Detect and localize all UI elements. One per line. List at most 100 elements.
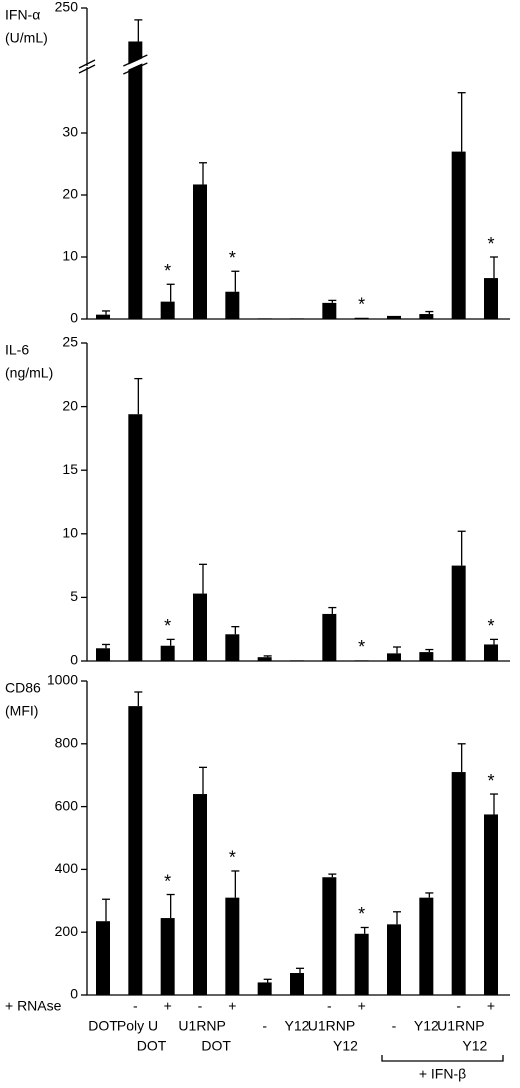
- y-tick-label: 250: [55, 0, 79, 15]
- bar: [96, 921, 110, 995]
- rnase-sign: -: [198, 998, 203, 1014]
- y-tick-label: 5: [70, 588, 78, 604]
- bar: [387, 653, 401, 661]
- y-axis-label: (ng/mL): [5, 365, 53, 381]
- bar: [225, 634, 240, 661]
- treatment-bracket: [381, 1055, 504, 1062]
- rnase-sign: +: [228, 998, 236, 1014]
- y-tick-label: 0: [70, 986, 78, 1002]
- y-axis-label: (MFI): [5, 703, 38, 719]
- significance-marker: *: [164, 616, 171, 636]
- y-tick-label: 400: [55, 860, 79, 876]
- significance-marker: *: [358, 904, 365, 924]
- bar: [128, 414, 143, 661]
- treatment-label: + IFN-β: [419, 1066, 466, 1082]
- bar: [451, 565, 466, 661]
- stimulus-label: -: [392, 1018, 397, 1034]
- rnase-sign: +: [164, 998, 172, 1014]
- bar: [290, 318, 304, 319]
- rnase-sign: -: [456, 998, 461, 1014]
- carrier-label: DOT: [201, 1038, 231, 1054]
- significance-marker: *: [164, 261, 171, 281]
- y-tick-label: 600: [55, 797, 79, 813]
- bar: [160, 645, 175, 661]
- y-tick-label: 10: [62, 248, 78, 264]
- y-tick-label: 1000: [47, 672, 78, 688]
- bar: [257, 982, 272, 995]
- significance-marker: *: [358, 637, 365, 657]
- stimulus-label: U1RNP: [437, 1018, 484, 1034]
- stimulus-label: -: [262, 1018, 267, 1034]
- bar: [354, 317, 369, 319]
- significance-marker: *: [358, 295, 365, 315]
- bar: [451, 772, 466, 995]
- carrier-label: DOT: [137, 1038, 167, 1054]
- rnase-sign: +: [487, 998, 495, 1014]
- y-tick-label: 0: [70, 652, 78, 668]
- y-tick-label: 25: [62, 334, 78, 350]
- significance-marker: *: [487, 616, 494, 636]
- rnase-sign: +: [358, 998, 366, 1014]
- bar: [160, 301, 175, 319]
- bar: [257, 657, 272, 661]
- significance-marker: *: [229, 848, 236, 868]
- bar: [193, 184, 207, 319]
- bar: [419, 897, 434, 995]
- bar: [354, 933, 369, 995]
- stimulus-label: Poly U: [117, 1018, 158, 1034]
- significance-marker: *: [229, 248, 236, 268]
- stimulus-label: Y12: [414, 1018, 439, 1034]
- bar: [484, 814, 498, 995]
- y-tick-label: 200: [55, 923, 79, 939]
- y-tick-label: 800: [55, 735, 79, 751]
- bar: [322, 877, 337, 995]
- bar: [193, 593, 207, 661]
- bar: [290, 973, 304, 995]
- significance-marker: *: [487, 771, 494, 791]
- y-axis-label: (U/mL): [5, 30, 48, 46]
- y-tick-label: 20: [62, 186, 78, 202]
- y-tick-label: 20: [62, 397, 78, 413]
- axis-break: [78, 64, 96, 74]
- bar: [484, 278, 498, 319]
- bar: [354, 660, 369, 661]
- bar: [96, 314, 110, 319]
- significance-marker: *: [164, 871, 171, 891]
- stimulus-label: U1RNP: [308, 1018, 355, 1034]
- bar: [290, 660, 304, 661]
- axis-break: [78, 59, 96, 69]
- y-axis-label: IFN-α: [5, 7, 40, 23]
- rnase-sign: -: [327, 998, 332, 1014]
- bar: [96, 648, 110, 661]
- bar: [128, 706, 143, 995]
- bar: [387, 924, 401, 995]
- bar: [160, 918, 175, 995]
- bar: [225, 897, 240, 995]
- axis-break: [123, 62, 148, 75]
- rnase-sign: -: [133, 998, 138, 1014]
- bar: [193, 794, 207, 995]
- carrier-label: Y12: [462, 1038, 487, 1054]
- bar: [419, 314, 434, 319]
- bar: [322, 613, 337, 661]
- bar: [322, 302, 337, 319]
- stimulus-label: DOT: [88, 1018, 118, 1034]
- bar: [387, 315, 401, 319]
- bar: [484, 644, 498, 661]
- bar-break: [125, 57, 146, 71]
- bar: [257, 318, 272, 319]
- y-axis-label: IL-6: [5, 342, 29, 358]
- bar: [225, 291, 240, 319]
- bar: [128, 41, 143, 319]
- carrier-label: Y12: [333, 1038, 358, 1054]
- bar: [419, 652, 434, 661]
- y-axis-label: CD86: [5, 680, 41, 696]
- stimulus-label: Y12: [285, 1018, 310, 1034]
- y-tick-label: 30: [62, 124, 78, 140]
- significance-marker: *: [487, 234, 494, 254]
- rnase-label: + RNAse: [5, 998, 62, 1014]
- stimulus-label: U1RNP: [178, 1018, 225, 1034]
- axis-break: [123, 54, 148, 67]
- y-tick-label: 15: [62, 461, 78, 477]
